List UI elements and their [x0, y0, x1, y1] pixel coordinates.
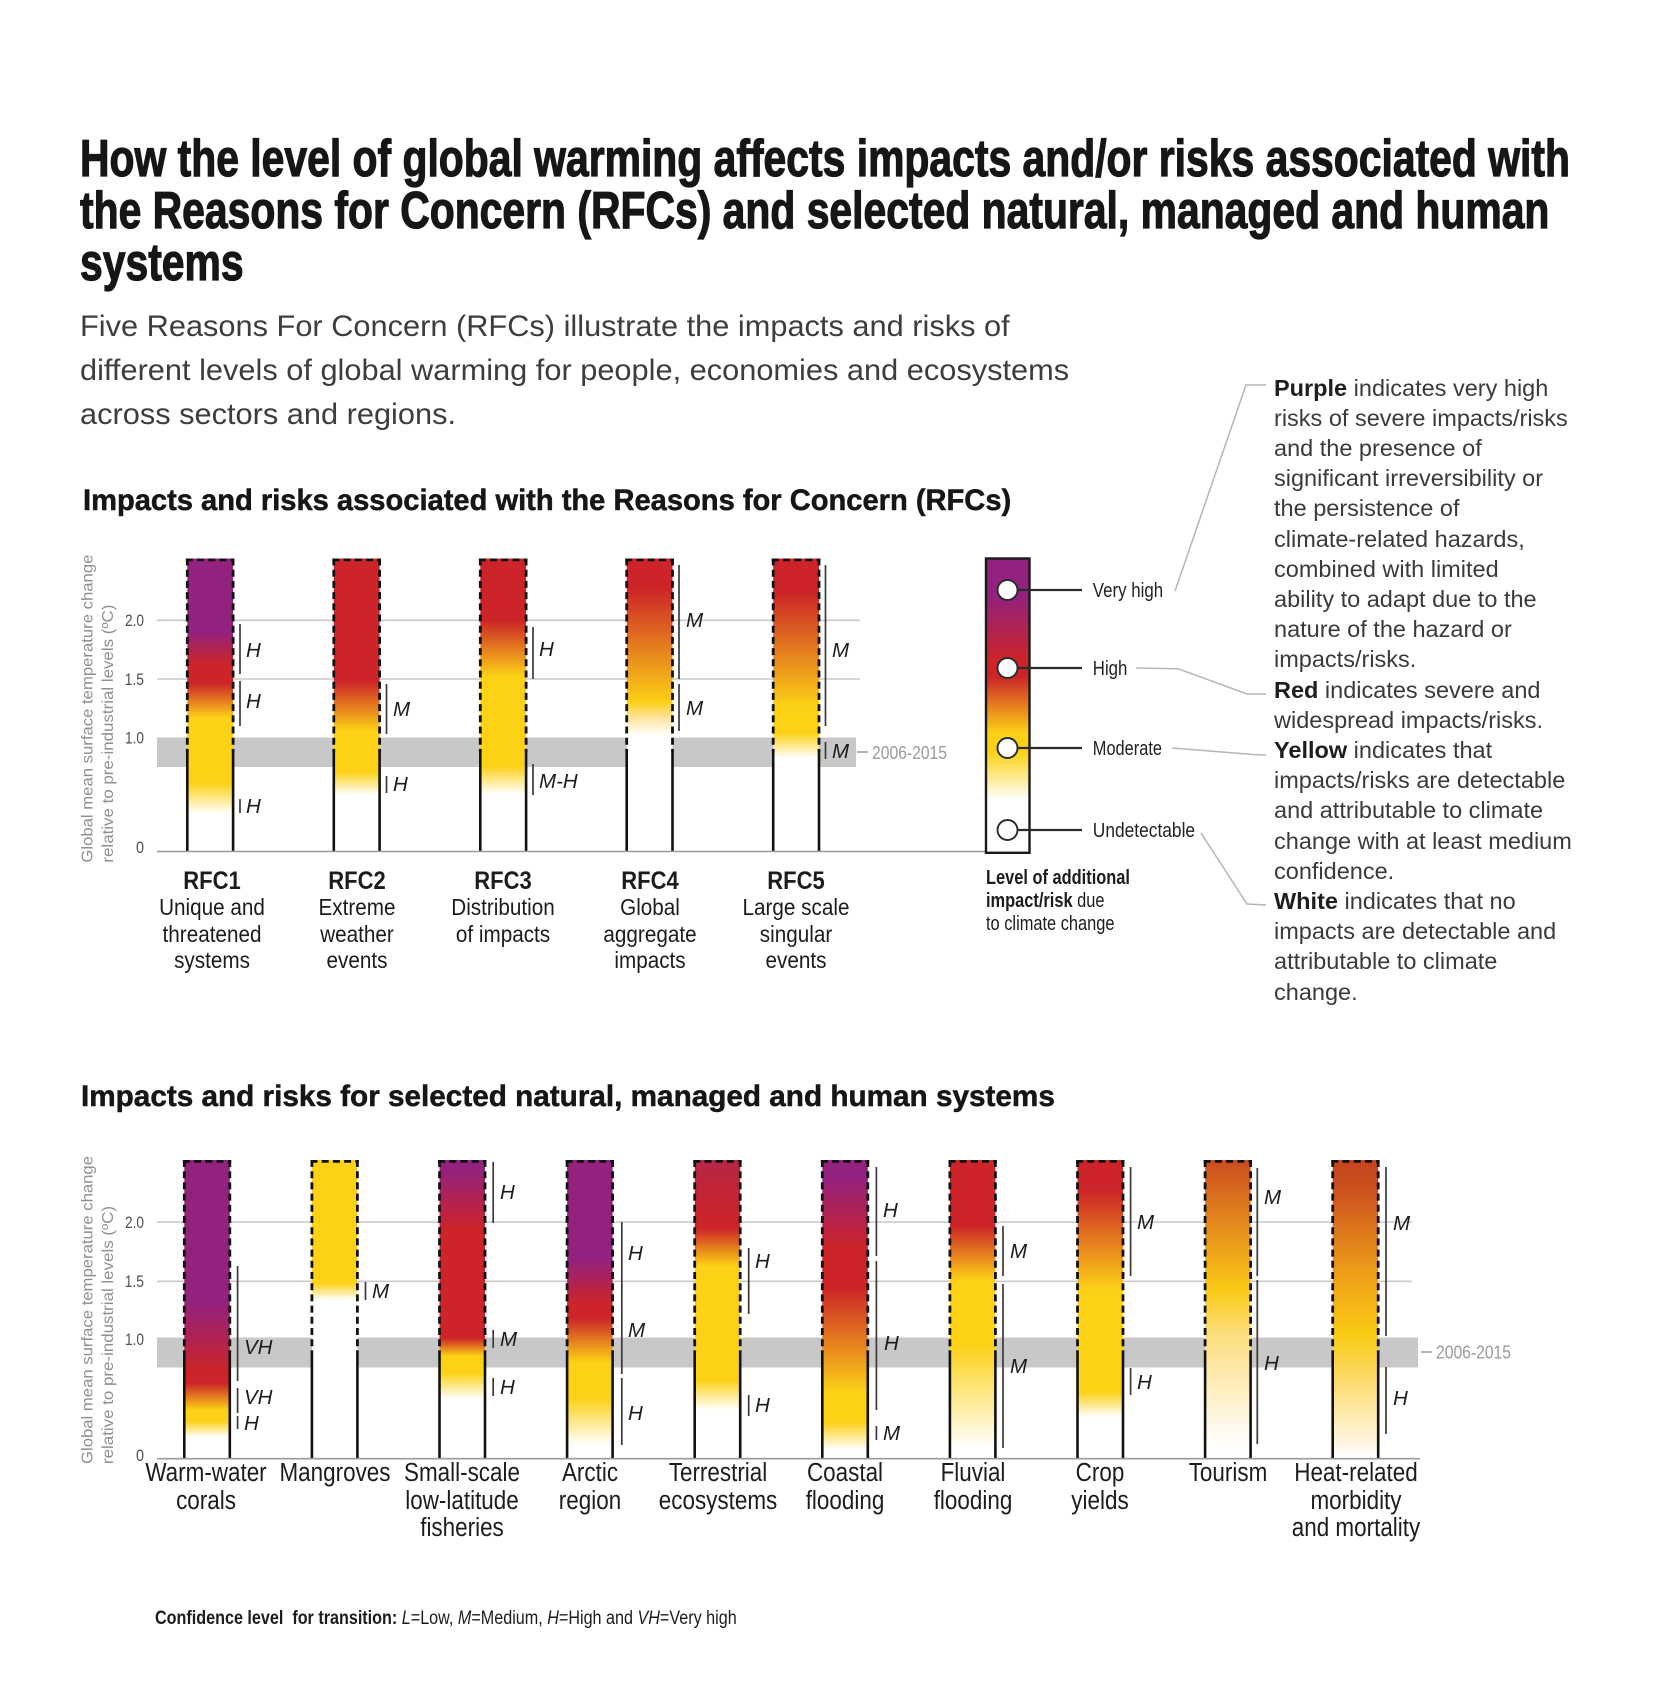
svg-text:H: H	[393, 773, 408, 796]
svg-text:M: M	[372, 1280, 390, 1303]
svg-text:Moderate: Moderate	[1093, 738, 1162, 760]
svg-text:H: H	[755, 1394, 770, 1417]
svg-text:1.5: 1.5	[125, 1273, 144, 1291]
svg-text:H: H	[246, 639, 261, 662]
svg-text:M: M	[1393, 1212, 1411, 1235]
svg-text:1.0: 1.0	[125, 729, 144, 747]
svg-text:M: M	[883, 1422, 901, 1445]
svg-text:H: H	[628, 1402, 643, 1425]
svg-text:H: H	[500, 1181, 515, 1204]
svg-text:2006-2015: 2006-2015	[1436, 1343, 1511, 1363]
svg-text:M-H: M-H	[539, 770, 578, 793]
svg-text:1.0: 1.0	[125, 1331, 144, 1349]
svg-text:H: H	[1393, 1387, 1408, 1410]
svg-text:H: H	[1137, 1371, 1152, 1394]
svg-text:H: H	[884, 1332, 899, 1355]
svg-text:relative to pre-industrial lev: relative to pre-industrial levels (ºC)	[100, 1206, 117, 1464]
svg-text:1.5: 1.5	[125, 671, 144, 689]
svg-text:M: M	[686, 609, 704, 632]
svg-text:M: M	[1010, 1355, 1028, 1378]
svg-text:M: M	[500, 1328, 518, 1351]
svg-text:H: H	[246, 690, 261, 713]
svg-text:2.0: 2.0	[125, 1214, 144, 1232]
svg-text:2006-2015: 2006-2015	[872, 743, 947, 763]
svg-text:H: H	[628, 1242, 643, 1265]
svg-text:H: H	[883, 1199, 898, 1222]
svg-text:M: M	[1137, 1211, 1155, 1234]
svg-text:M: M	[1010, 1240, 1028, 1263]
svg-text:VH: VH	[244, 1386, 273, 1409]
svg-text:H: H	[244, 1412, 259, 1435]
svg-text:Global mean surface temperatur: Global mean surface temperature change	[80, 554, 97, 862]
svg-text:H: H	[246, 795, 261, 818]
svg-text:M: M	[686, 697, 704, 720]
svg-text:M: M	[1264, 1186, 1282, 1209]
svg-text:0: 0	[136, 839, 144, 857]
svg-text:H: H	[500, 1376, 515, 1399]
svg-text:H: H	[539, 638, 554, 661]
svg-text:H: H	[1264, 1352, 1279, 1375]
svg-text:M: M	[628, 1319, 646, 1342]
svg-text:M: M	[393, 698, 411, 721]
svg-text:Very high: Very high	[1093, 580, 1163, 602]
svg-text:2.0: 2.0	[125, 612, 144, 630]
svg-text:M: M	[832, 639, 850, 662]
svg-text:High: High	[1093, 658, 1128, 680]
svg-text:relative to pre-industrial lev: relative to pre-industrial levels (ºC)	[100, 605, 117, 863]
svg-text:Global mean surface temperatur: Global mean surface temperature change	[80, 1156, 97, 1464]
svg-text:VH: VH	[244, 1336, 273, 1359]
svg-text:0: 0	[136, 1447, 144, 1465]
svg-text:M: M	[832, 740, 850, 763]
svg-text:Undetectable: Undetectable	[1093, 820, 1195, 842]
svg-text:H: H	[755, 1250, 770, 1273]
